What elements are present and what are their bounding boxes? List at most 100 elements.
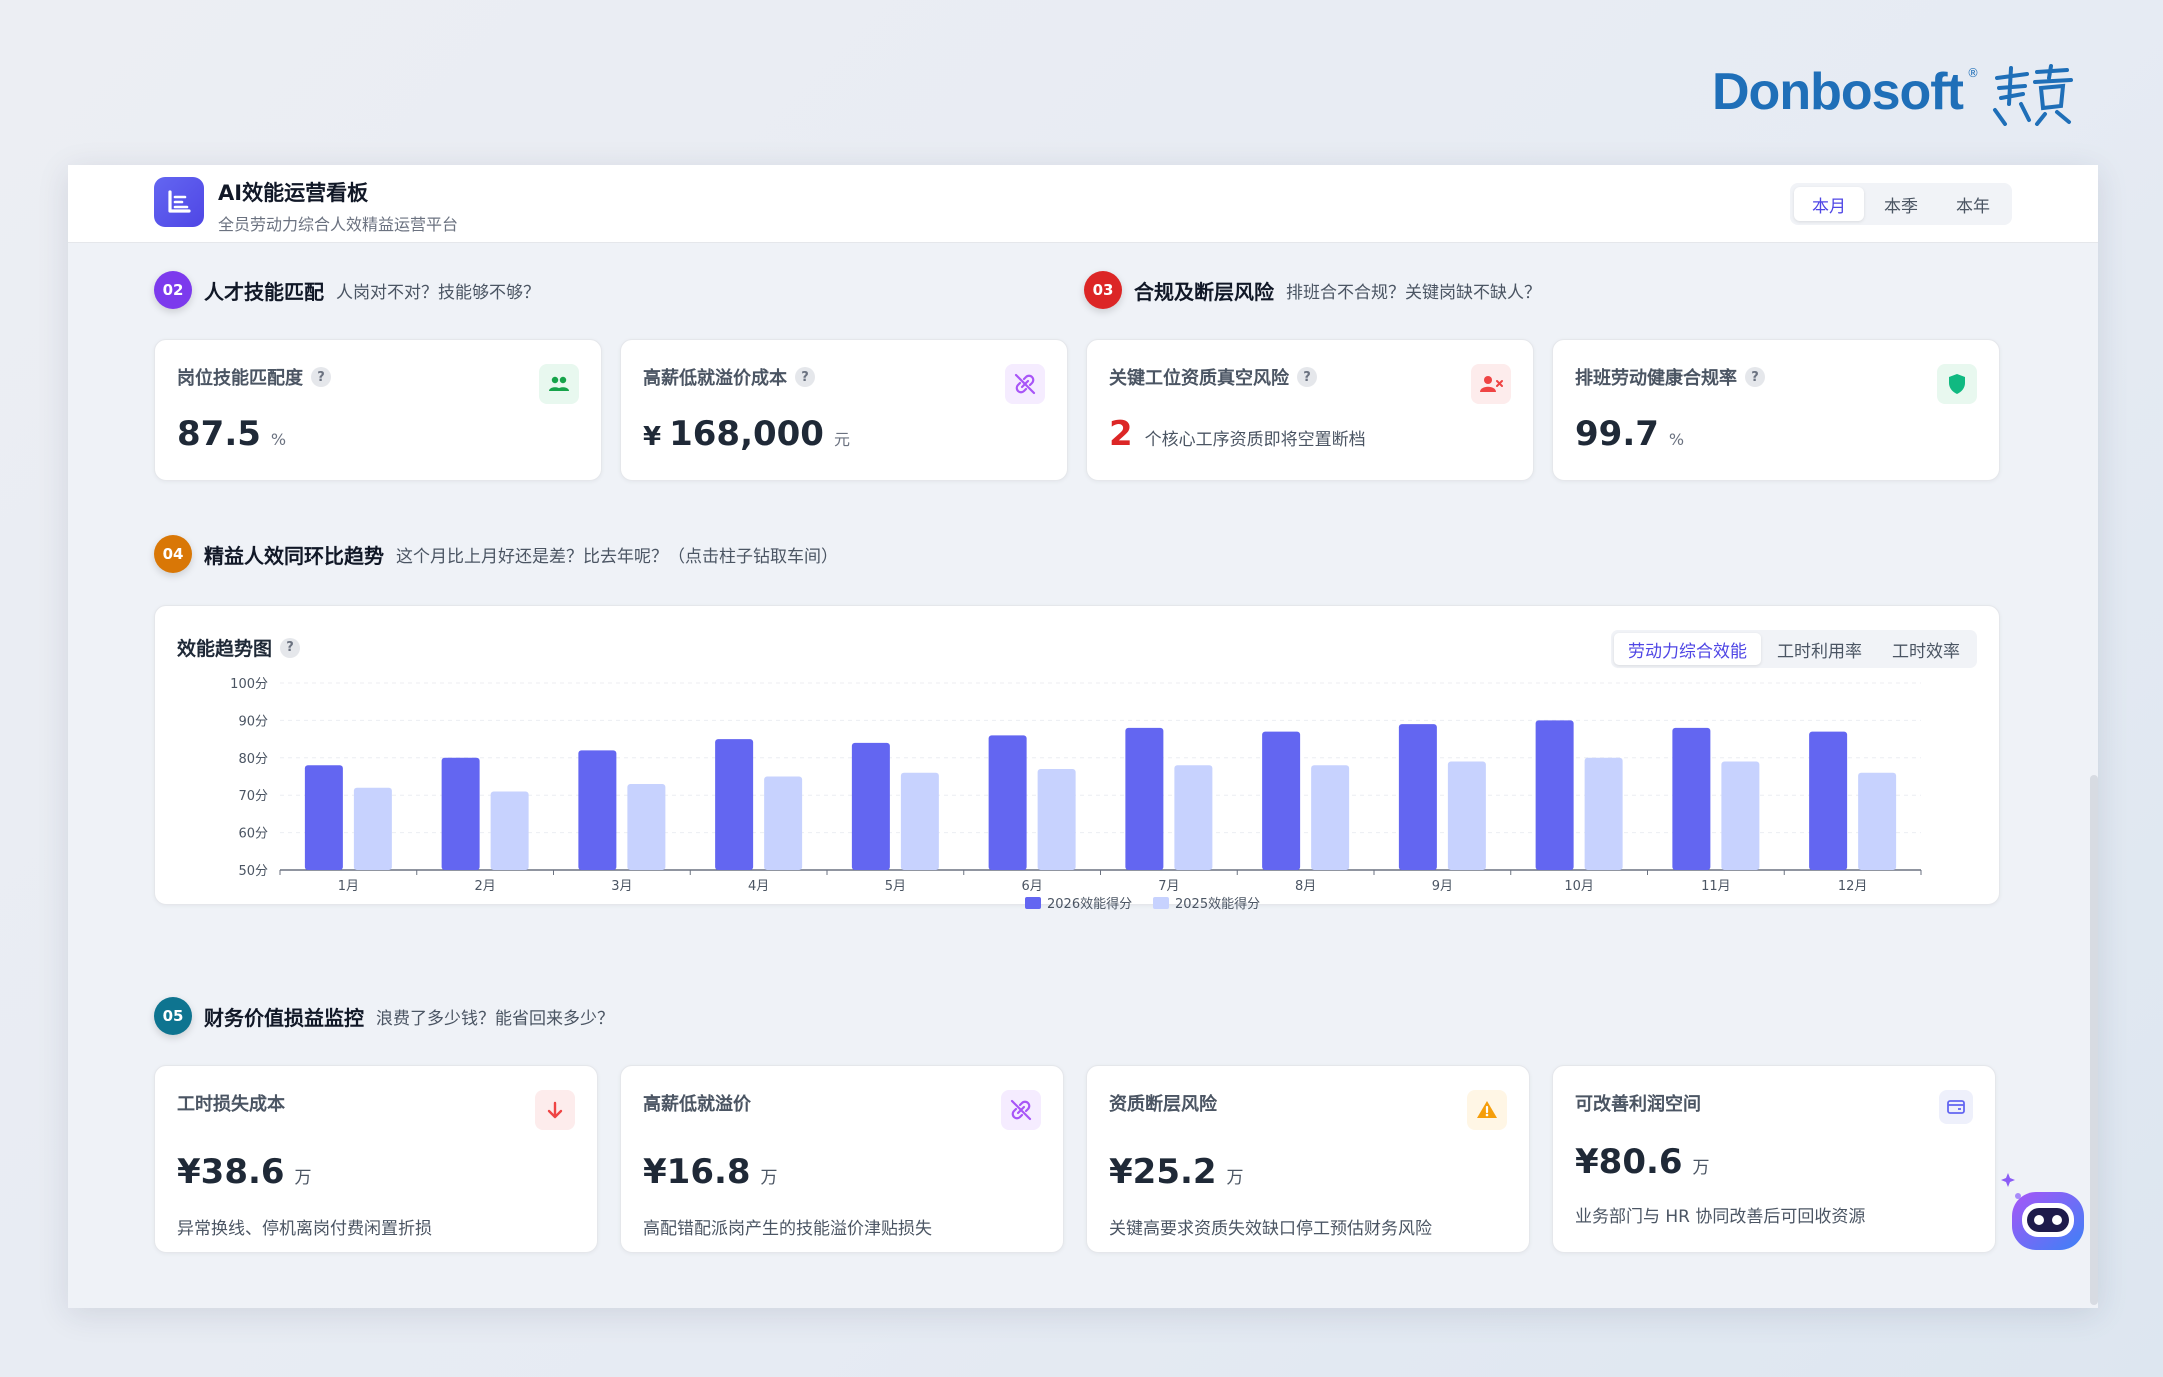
x-tick-label: 4月 [748, 879, 769, 894]
tab-utilization[interactable]: 工时利用率 [1777, 641, 1862, 662]
bar-2025 [353, 787, 392, 870]
finance-description: 高配错配派岗产生的技能溢价津贴损失 [643, 1219, 932, 1239]
warning-icon [1467, 1090, 1507, 1130]
period-switch: 本月 本季 本年 [1790, 183, 2012, 225]
finance-card-hours-loss[interactable]: 工时损失成本 ¥38.6 万 异常换线、停机离岗付费闲置折损 [154, 1065, 598, 1253]
y-tick-label: 70分 [238, 789, 268, 804]
y-tick-label: 80分 [238, 752, 268, 767]
bar-2025 [1447, 761, 1486, 870]
section-title: 精益人效同环比趋势 [204, 543, 384, 568]
help-icon[interactable]: ? [795, 367, 815, 387]
kpi-note: 个核心工序资质即将空置断档 [1144, 430, 1366, 450]
kpi-card-qualification-vacuum[interactable]: 关键工位资质真空风险 ? 2 个核心工序资质即将空置断档 [1086, 339, 1534, 481]
section-header-compliance: 03 合规及断层风险 排班合不合规？关键岗缺不缺人？ [1084, 271, 1541, 309]
bar-2026 [1262, 731, 1301, 870]
bar-2025 [1174, 765, 1213, 870]
x-tick-label: 7月 [1158, 879, 1179, 894]
bar-2025 [1037, 769, 1076, 870]
section-number: 04 [154, 535, 192, 573]
ai-assistant-button[interactable] [2000, 1170, 2090, 1260]
bar-2025 [1584, 757, 1623, 870]
brand-reg-mark: ® [1966, 66, 1979, 80]
x-tick-label: 2月 [474, 879, 495, 894]
x-tick-label: 9月 [1432, 879, 1453, 894]
finance-card-profit-potential[interactable]: 可改善利润空间 ¥80.6 万 业务部门与 HR 协同改善后可回收资源 [1552, 1065, 1996, 1253]
brand-logo: Donbosoft ® [1712, 62, 2073, 132]
scrollbar[interactable] [2090, 775, 2098, 1305]
kpi-card-schedule-compliance[interactable]: 排班劳动健康合规率 ? 99.7 % [1552, 339, 2000, 481]
dashboard-panel: AI效能运营看板 全员劳动力综合人效精益运营平台 本月 本季 本年 02 人才技… [68, 165, 2098, 1308]
finance-unit: 万 [1226, 1168, 1244, 1188]
card-label: 高薪低就溢价 [643, 1094, 751, 1115]
finance-description: 业务部门与 HR 协同改善后可回收资源 [1575, 1207, 1866, 1227]
page-subtitle: 全员劳动力综合人效精益运营平台 [218, 215, 459, 234]
bar-2026 [1672, 727, 1711, 870]
x-tick-label: 12月 [1838, 879, 1868, 894]
bar-2026 [441, 757, 480, 870]
finance-card-overqualified[interactable]: 高薪低就溢价 ¥16.8 万 高配错配派岗产生的技能溢价津贴损失 [620, 1065, 1064, 1253]
bar-2025 [627, 783, 666, 870]
legend-swatch [1025, 897, 1041, 909]
bar-2025 [490, 791, 529, 870]
brand-name: Donbosoft [1712, 63, 1964, 121]
bar-2025 [900, 772, 939, 870]
bar-2025 [1311, 765, 1350, 870]
x-tick-label: 5月 [885, 879, 906, 894]
card-label: 资质断层风险 [1109, 1094, 1217, 1115]
section-title: 财务价值损益监控 [204, 1005, 364, 1030]
section-header-talent: 02 人才技能匹配 人岗对不对？技能够不够？ [154, 271, 540, 309]
x-tick-label: 3月 [611, 879, 632, 894]
finance-unit: 万 [760, 1168, 778, 1188]
finance-unit: 万 [294, 1168, 312, 1188]
card-label: 排班劳动健康合规率 [1575, 368, 1737, 389]
kpi-card-overqualified-cost[interactable]: 高薪低就溢价成本 ? ¥ 168,000 元 [620, 339, 1068, 481]
help-icon[interactable]: ? [1745, 367, 1765, 387]
currency-symbol: ¥ [643, 422, 662, 452]
kpi-card-skill-match[interactable]: 岗位技能匹配度 ? 87.5 % [154, 339, 602, 481]
period-year-button[interactable]: 本年 [1956, 196, 1990, 217]
bar-2026 [1398, 724, 1437, 870]
app-logo-icon [154, 177, 204, 227]
kpi-value: 168,000 [669, 414, 824, 454]
period-quarter-button[interactable]: 本季 [1884, 196, 1918, 217]
help-icon[interactable]: ? [280, 637, 301, 658]
bar-2026 [1125, 727, 1164, 870]
section-number: 02 [154, 271, 192, 309]
trend-bar-chart: 50分 60分 70分 80分 90分 100分 1月 2月 3月 4月 5月 6月 7月 8月 9月 10月… [230, 677, 1922, 912]
section-header-trend: 04 精益人效同环比趋势 这个月比上月好还是差？比去年呢？（点击柱子钻取车间） [154, 535, 838, 573]
wallet-icon [1939, 1090, 1973, 1124]
section-description: 人岗对不对？技能够不够？ [336, 282, 540, 303]
x-tick-label: 11月 [1701, 879, 1731, 894]
section-description: 排班合不合规？关键岗缺不缺人？ [1286, 282, 1541, 303]
card-label: 关键工位资质真空风险 [1109, 368, 1289, 389]
finance-unit: 万 [1692, 1158, 1710, 1178]
bar-2026 [715, 739, 754, 870]
help-icon[interactable]: ? [311, 367, 331, 387]
period-month-button[interactable]: 本月 [1794, 187, 1864, 221]
y-tick-label: 100分 [230, 677, 268, 692]
section-title: 人才技能匹配 [204, 279, 324, 304]
tab-labor-efficiency[interactable]: 劳动力综合效能 [1614, 633, 1761, 665]
arrow-down-icon [535, 1090, 575, 1130]
section-number: 05 [154, 997, 192, 1035]
bar-2026 [578, 750, 617, 870]
broken-link-icon [1001, 1090, 1041, 1130]
finance-card-qualification-gap[interactable]: 资质断层风险 ¥25.2 万 关键高要求资质失效缺口停工预估财务风险 [1086, 1065, 1530, 1253]
section-number: 03 [1084, 271, 1122, 309]
finance-value: ¥80.6 [1575, 1142, 1683, 1182]
bar-2025 [1721, 761, 1760, 870]
x-tick-label: 8月 [1295, 879, 1316, 894]
tab-work-efficiency[interactable]: 工时效率 [1892, 641, 1960, 662]
user-remove-icon [1471, 364, 1511, 404]
card-label: 高薪低就溢价成本 [643, 368, 787, 389]
help-icon[interactable]: ? [1297, 367, 1317, 387]
section-header-finance: 05 财务价值损益监控 浪费了多少钱？能省回来多少？ [154, 997, 614, 1035]
bar-2026 [851, 742, 890, 870]
kpi-value: 87.5 [177, 414, 261, 454]
bar-2026 [1809, 731, 1848, 870]
finance-value: ¥38.6 [177, 1152, 285, 1192]
bar-2026 [988, 735, 1027, 870]
brand-chinese-mark-icon [1992, 64, 2073, 126]
trend-chart-card: 效能趋势图 ? 劳动力综合效能 工时利用率 工时效率 50分 60分 70分 80分 9… [154, 605, 2000, 912]
y-tick-label: 50分 [238, 864, 268, 879]
